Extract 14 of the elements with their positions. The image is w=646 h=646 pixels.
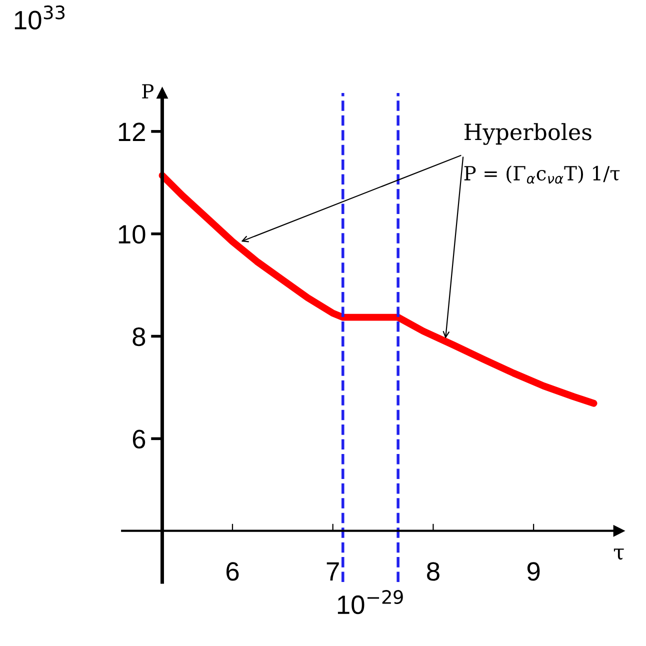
x-tick-label: 6 [226,562,239,581]
y-tick-label: 10 [118,224,146,244]
y-tick-label: 12 [118,122,145,141]
annotation: P = (Γ$_{α}$c$_{να}$T) 1/τ [464,166,620,184]
y-axis-title: P [142,84,154,98]
x-axis-title: τ [614,548,624,560]
text: 10$^{33}$ [14,5,65,30]
annotation: Hyperboles [464,123,592,145]
text: 10$^{−29}$ [338,590,403,614]
x-tick-label: 7 [326,562,339,581]
x-tick-label: 8 [427,562,440,581]
y-tick-label: 6 [132,430,146,448]
x-tick-label: 9 [527,562,540,581]
y-tick-label: 8 [132,327,146,346]
